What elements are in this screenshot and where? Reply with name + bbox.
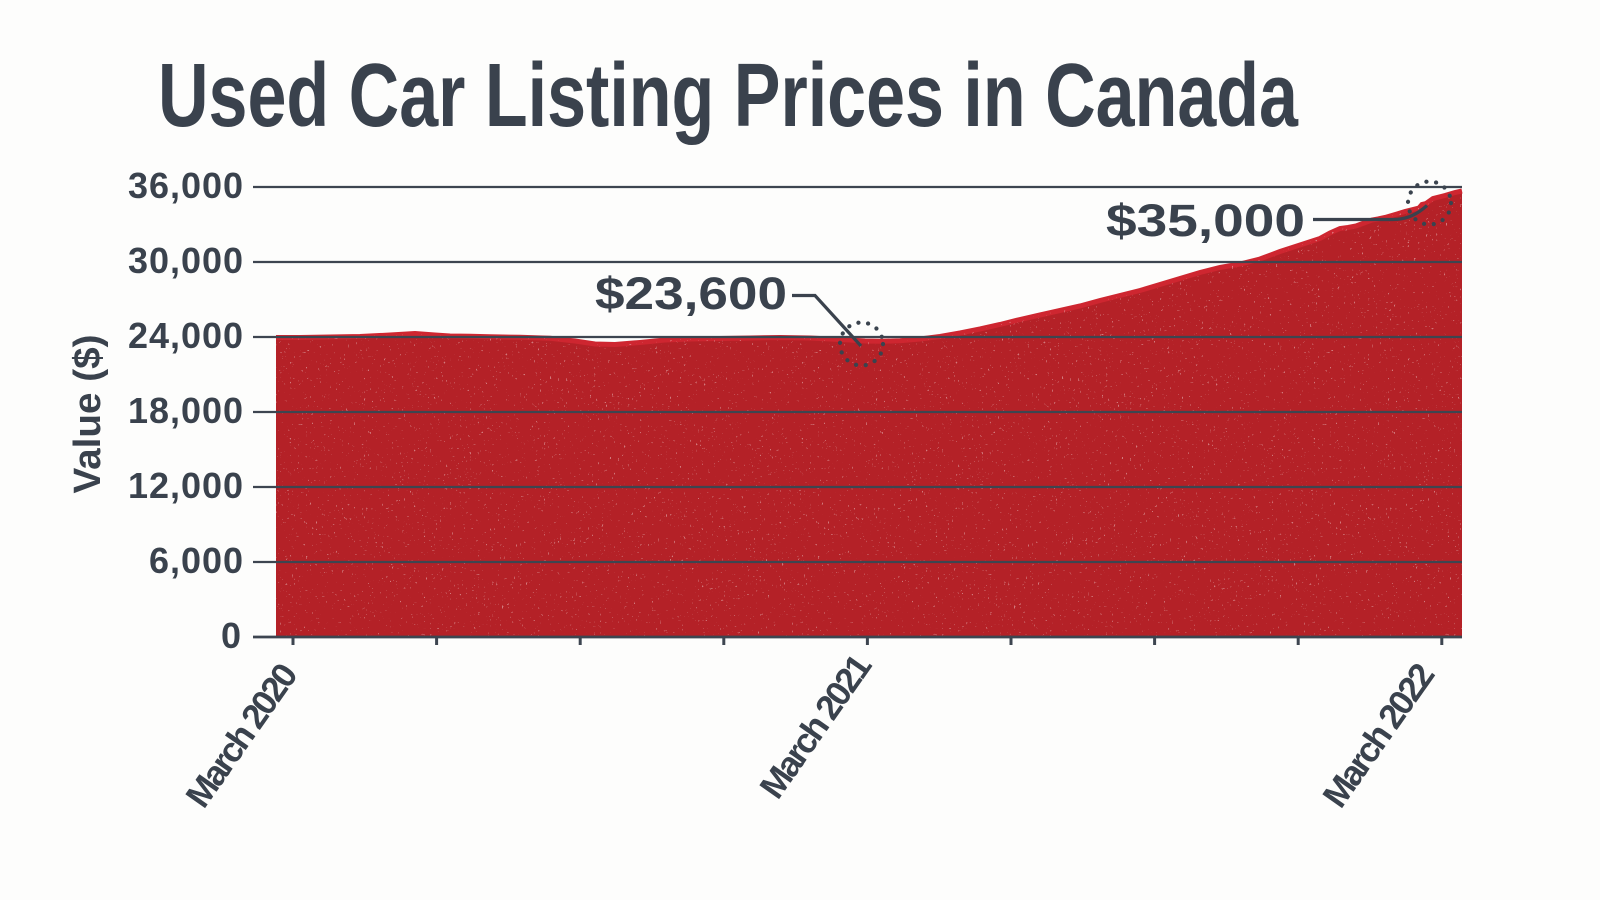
svg-text:March 2020: March 2020: [178, 656, 305, 814]
svg-text:24,000: 24,000: [128, 315, 243, 356]
svg-text:March 2022: March 2022: [1315, 656, 1442, 814]
svg-text:March 2021: March 2021: [752, 647, 879, 805]
svg-text:Used Car Listing Prices in Can: Used Car Listing Prices in Canada: [158, 46, 1299, 146]
svg-text:Value ($): Value ($): [67, 335, 109, 494]
svg-text:36,000: 36,000: [128, 165, 243, 206]
svg-text:30,000: 30,000: [128, 240, 243, 281]
svg-text:12,000: 12,000: [128, 465, 243, 506]
svg-text:6,000: 6,000: [149, 540, 243, 581]
svg-text:$35,000: $35,000: [1106, 195, 1305, 246]
svg-text:$23,600: $23,600: [595, 268, 787, 319]
svg-text:0: 0: [221, 615, 241, 656]
svg-text:18,000: 18,000: [128, 390, 243, 431]
